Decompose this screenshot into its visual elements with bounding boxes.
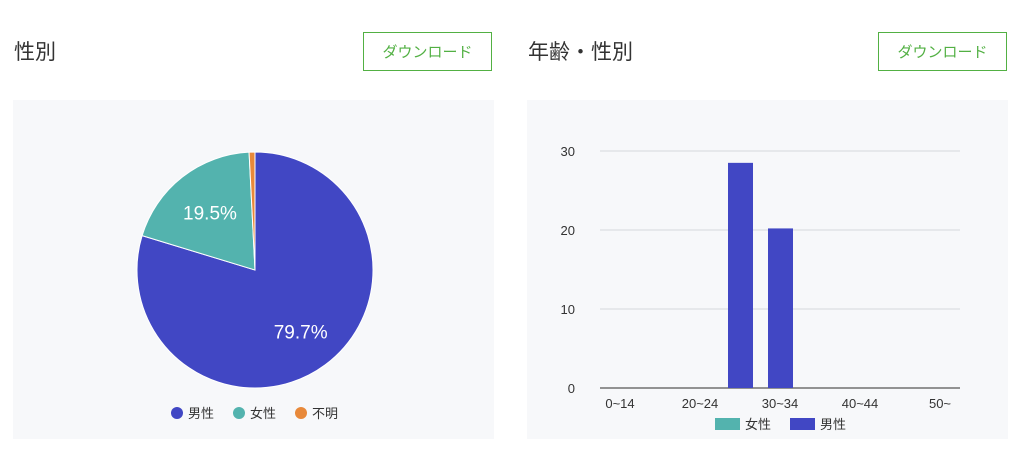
pie-slice-0: [136, 151, 374, 389]
y-tick-label: 0: [568, 381, 575, 396]
legend-marker-1: [233, 407, 245, 419]
pie-slice-1: [141, 151, 256, 271]
legend-marker-0: [171, 407, 183, 419]
x-tick-label: 30~34: [762, 396, 799, 411]
pie-data-label: 79.7%: [274, 323, 328, 344]
pie-slice-2: [248, 151, 256, 271]
x-tick-label: 50~: [929, 396, 951, 411]
age-gender-panel-title: 年齢・性別: [528, 41, 633, 64]
legend-label: 男性: [188, 406, 214, 421]
x-tick-label: 40~44: [842, 396, 879, 411]
legend-swatch-1: [790, 418, 815, 430]
gender-download-button[interactable]: ダウンロード: [363, 32, 492, 71]
age-gender-download-button[interactable]: ダウンロード: [878, 32, 1007, 71]
age-gender-bar-card: 0 10 20 30 0~14 20~24 30~34 40~44 50~ 女性 男性: [527, 100, 1008, 439]
y-tick-label: 30: [561, 144, 575, 159]
x-tick-label: 0~14: [605, 396, 634, 411]
gender-pie-chart: 79.7% 19.5% 男性 女性 不明: [136, 151, 374, 421]
gender-panel-title: 性別: [14, 41, 56, 64]
legend-marker-2: [295, 407, 307, 419]
legend-label: 不明: [312, 406, 338, 421]
legend-label: 男性: [820, 417, 846, 432]
pie-data-label: 19.5%: [183, 203, 237, 224]
age-gender-bar-chart: 0 10 20 30 0~14 20~24 30~34 40~44 50~ 女性 男性: [561, 144, 960, 432]
legend-label: 女性: [745, 417, 771, 432]
bar-男性-25~29: [728, 162, 753, 388]
legend-swatch-0: [715, 418, 740, 430]
legend-label: 女性: [250, 406, 276, 421]
gender-pie-card: 79.7% 19.5% 男性 女性 不明: [13, 100, 494, 439]
y-tick-label: 10: [561, 302, 575, 317]
y-tick-label: 20: [561, 223, 575, 238]
x-tick-label: 20~24: [682, 396, 719, 411]
bar-男性-30~34: [768, 228, 793, 388]
